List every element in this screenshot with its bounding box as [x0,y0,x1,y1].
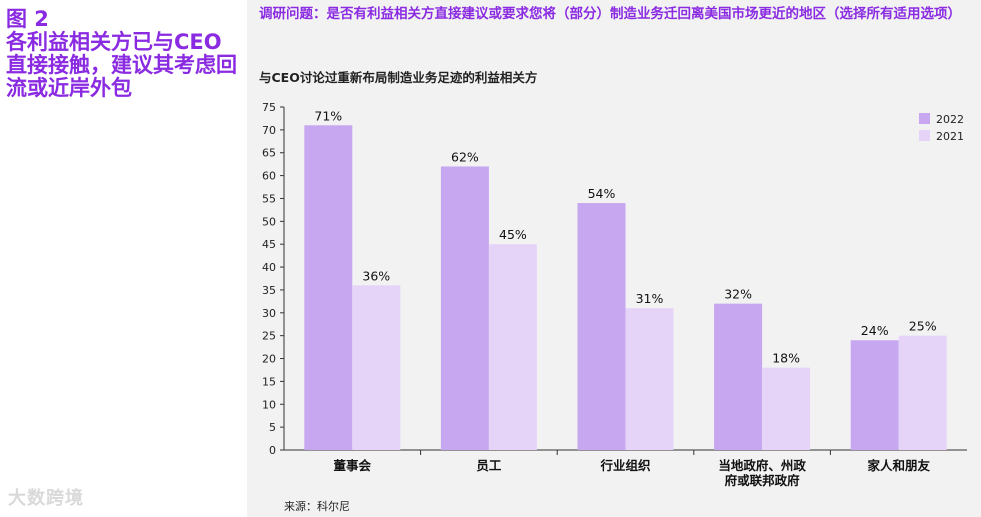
legend-label-2022: 2022 [936,113,964,126]
bar-2022 [714,303,763,450]
figure-title: 图 2 各利益相关方已与CEO直接接触，建议其考虑回流或近岸外包 [6,7,237,100]
legend-swatch-2021 [919,130,930,141]
category-label: 员工 [476,458,502,473]
survey-question: 调研问题：是否有利益相关方直接建议或要求您将（部分）制造业务迁回离美国市场更近的… [259,6,961,22]
legend-swatch-2022 [919,113,930,124]
bar-2021 [625,308,674,450]
bar-chart: 0 5 10 15 20 25 30 35 40 45 50 55 60 65 70 75 71% 36% 董事会 6… [262,101,967,488]
data-label-2021: 45% [499,227,527,242]
bar-2021 [352,285,401,450]
y-tick-label: 50 [262,215,276,228]
y-tick-label: 55 [262,192,276,205]
left-panel: 图 2 各利益相关方已与CEO直接接触，建议其考虑回流或近岸外包 大数跨境 [0,0,247,517]
y-tick-label: 5 [269,421,276,434]
category-label: 当地政府、州政 [718,458,806,473]
data-label-2022: 54% [588,186,616,201]
data-label-2022: 71% [314,108,342,123]
bar-2022 [304,125,353,450]
chart-panel: 调研问题：是否有利益相关方直接建议或要求您将（部分）制造业务迁回离美国市场更近的… [247,0,981,517]
y-tick-label: 35 [262,284,276,297]
y-tick-label: 0 [269,444,276,457]
chart-title: 与CEO讨论过重新布局制造业务足迹的利益相关方 [259,70,538,85]
y-tick-label: 40 [262,261,276,274]
bar-2022 [577,203,626,450]
data-label-2022: 62% [451,149,479,164]
data-label-2022: 24% [861,323,889,338]
y-tick-label: 65 [262,147,276,160]
bar-2021 [488,244,537,450]
bar-2022 [850,340,899,450]
data-label-2021: 25% [909,319,937,334]
bar-2021 [898,335,947,450]
category-label: 家人和朋友 [867,458,930,473]
data-label-2021: 36% [362,268,390,283]
y-tick-label: 45 [262,238,276,251]
y-tick-label: 25 [262,330,276,343]
legend-label-2021: 2021 [936,130,964,143]
y-tick-label: 20 [262,353,276,366]
y-tick-label: 70 [262,124,276,137]
bar-2021 [762,367,811,450]
y-tick-label: 10 [262,398,276,411]
source-note: 来源：科尔尼 [284,500,350,513]
y-tick-label: 75 [262,101,276,114]
bar-2022 [440,166,489,450]
data-label-2022: 32% [724,287,752,302]
y-tick-label: 30 [262,307,276,320]
y-tick-label: 60 [262,170,276,183]
data-label-2021: 31% [636,291,664,306]
watermark-logo: 大数跨境 [8,488,84,509]
data-label-2021: 18% [772,351,800,366]
category-label: 董事会 [334,458,372,473]
category-label: 行业组织 [599,458,651,473]
category-label: 府或联邦政府 [725,473,801,488]
y-tick-label: 15 [262,375,276,388]
